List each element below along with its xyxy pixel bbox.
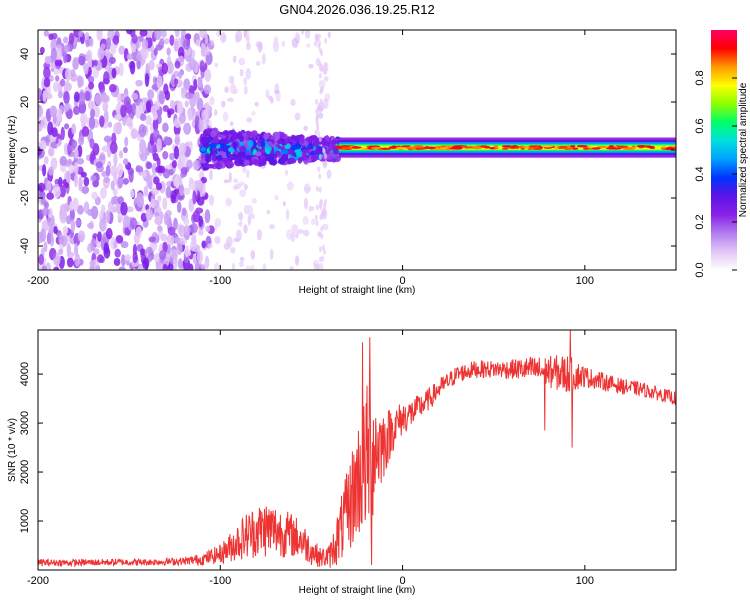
snr-frame [37, 329, 677, 571]
heatmap-region-noise-scatter [38, 30, 332, 270]
snr-x-axis: -200 -100 0 100 [27, 330, 594, 587]
snr-y-axis: 1000 2000 3000 4000 [19, 362, 676, 533]
colorbar-tick-label: 0.2 [694, 214, 706, 229]
spectrogram-ytick-label: -40 [19, 238, 31, 254]
spectrogram-y-axis: -40 -20 0 20 40 [19, 48, 676, 254]
snr-ytick-label: 1000 [19, 509, 31, 533]
snr-panel: -200 -100 0 100 1000 2000 3000 4000 Height of … [7, 329, 677, 596]
spectrogram-xtick-label: 100 [576, 275, 594, 287]
colorbar-tick-label: 0.4 [694, 166, 706, 181]
snr-line [38, 330, 676, 568]
spectrogram-xtick-label: 0 [400, 275, 406, 287]
figure-title: GN04.2026.036.19.25.R12 [279, 2, 434, 17]
spectrogram-ytick-label: 40 [19, 48, 31, 60]
colorbar-tick-label: 0.0 [694, 262, 706, 277]
spectrogram-ylabel: Frequency (Hz) [7, 116, 18, 185]
spectrogram-x-axis: -200 -100 0 100 [27, 30, 594, 287]
snr-xlabel: Height of straight line (km) [299, 585, 416, 596]
colorbar: 0.0 0.2 0.4 0.6 0.8 Normalized spectral ampl… [694, 30, 749, 278]
snr-xtick-label: -200 [27, 575, 49, 587]
colorbar-tick-label: 0.6 [694, 118, 706, 133]
spectrogram-xtick-label: -200 [27, 275, 49, 287]
snr-series [38, 330, 676, 568]
snr-ylabel: SNR (10 * v/v) [7, 418, 18, 482]
spectrogram-ytick-label: 0 [19, 147, 31, 153]
snr-xtick-label: 0 [400, 575, 406, 587]
colorbar-label: Normalized spectral amplitude [738, 82, 749, 217]
spectrogram-xtick-label: -100 [209, 275, 231, 287]
spectrogram-ytick-label: -20 [19, 190, 31, 206]
colorbar-axis: 0.0 0.2 0.4 0.6 0.8 [694, 70, 737, 278]
snr-xtick-label: -100 [209, 575, 231, 587]
colorbar-gradient [711, 30, 737, 270]
snr-ytick-label: 4000 [19, 362, 31, 386]
spectrogram-xlabel: Height of straight line (km) [299, 285, 416, 296]
spectrogram-ytick-label: 20 [19, 96, 31, 108]
colorbar-tick-label: 0.8 [694, 70, 706, 85]
heatmap-region-narrow-carrier [334, 137, 676, 158]
snr-xtick-label: 100 [576, 575, 594, 587]
snr-ytick-label: 3000 [19, 411, 31, 435]
spectrogram-heatmap [38, 30, 676, 270]
snr-ytick-label: 2000 [19, 460, 31, 484]
